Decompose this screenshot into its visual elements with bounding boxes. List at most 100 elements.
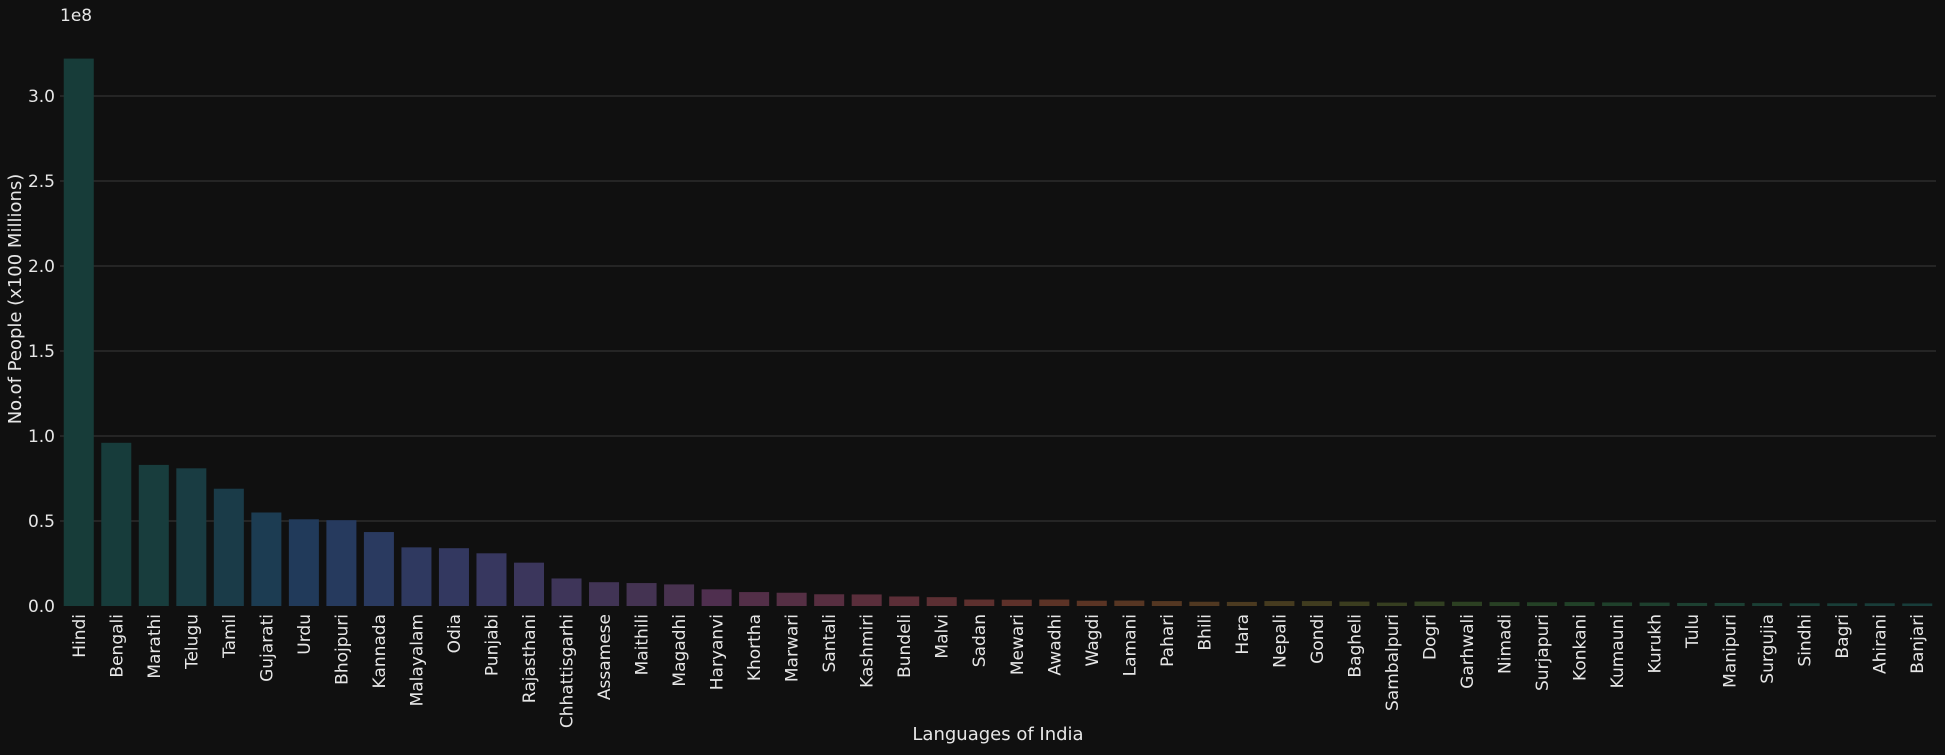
bar-urdu [288,519,319,606]
y-tick-label: 2.0 [28,257,55,277]
x-axis-ticks: Hindi Bengali Marathi Telugu Tamil Gujarati Ur… [70,614,1928,728]
bar-marathi [138,464,169,606]
x-tick-label: Khortha [745,614,765,681]
x-tick-label: Surgujia [1758,614,1778,684]
y-tick-label: 3.0 [28,87,55,107]
bar-bundeli [889,596,920,606]
x-tick-label: Urdu [295,614,315,655]
bar-garhwali [1451,601,1483,606]
bar-chhattisgarhi [551,578,582,606]
bars [63,58,1933,607]
y-tick-label: 0.0 [28,597,55,617]
bar-kurukh [1639,602,1670,606]
x-tick-label: Kurukh [1646,614,1666,673]
y-axis-ticks: 0.0 0.5 1.0 1.5 2.0 2.5 3.0 [28,87,55,617]
x-tick-label: Mewari [1008,614,1028,675]
x-tick-label: Dogri [1420,614,1440,660]
x-tick-label: Banjari [1908,614,1928,674]
x-tick-label: Assamese [595,614,615,700]
x-tick-label: Gondi [1308,614,1328,664]
x-tick-label: Kannada [370,614,390,688]
bar-kashmiri [851,594,882,606]
x-tick-label: Sambalpuri [1383,614,1403,711]
bar-sambalpuri [1376,602,1407,606]
bar-kannada [363,532,394,606]
grid-lines [60,95,1936,522]
x-tick-label: Malayalam [407,614,427,706]
bar-sindhi [1789,603,1820,606]
bar-ahirani [1864,603,1895,606]
x-tick-label: Magadhi [670,614,690,687]
x-tick-label: Hara [1233,614,1253,655]
y-tick-label: 1.5 [28,342,55,362]
bar-haryanvi [701,589,732,606]
bar-sadan [964,599,995,606]
x-tick-label: Bagheli [1345,614,1365,678]
y-tick-label: 1.0 [28,427,55,447]
x-tick-label: Bhojpuri [332,614,352,685]
x-tick-label: Santali [820,614,840,673]
x-tick-label: Tulu [1683,614,1703,649]
bar-marwari [776,592,807,606]
x-tick-label: Marwari [783,614,803,682]
bar-rajasthani [513,562,545,606]
bar-nimadi [1489,602,1520,606]
bar-lamani [1114,600,1145,606]
bar-tamil [213,488,244,606]
bar-bhili [1189,601,1220,606]
x-tick-label: Awadhi [1045,614,1065,676]
y-axis-title: No.of People (x100 Millions) [5,174,26,425]
bar-magadhi [664,584,695,606]
bar-bagheli [1339,601,1370,606]
x-tick-label: Kashmiri [858,614,878,688]
y-tick-label: 2.5 [28,172,55,192]
bar-odia [438,548,469,606]
x-tick-label: Nimadi [1496,614,1516,674]
x-tick-label: Manipuri [1721,614,1741,688]
bar-gujarati [251,512,282,606]
y-tick-label: 0.5 [28,512,55,532]
x-tick-label: Pahari [1158,614,1178,667]
bar-kumauni [1602,602,1633,606]
x-tick-label: Maithili [633,614,653,675]
bar-manipuri [1714,602,1745,606]
x-tick-label: Bhili [1195,614,1215,651]
bar-pahari [1151,601,1182,606]
x-tick-label: Tamil [220,614,240,659]
x-tick-label: Bundeli [895,614,915,678]
x-tick-label: Telugu [182,614,202,670]
x-tick-label: Odia [445,614,465,653]
bar-hindi [63,58,94,607]
bar-telugu [176,468,207,606]
bar-santali [814,594,845,606]
bar-dogri [1414,601,1445,606]
bar-banjari [1902,603,1933,606]
bar-bagri [1827,603,1858,606]
bar-assamese [589,582,620,606]
bar-maithili [626,583,657,606]
x-tick-label: Surjapuri [1533,614,1553,691]
x-tick-label: Bagri [1833,614,1853,659]
bar-punjabi [476,553,507,606]
x-tick-label: Punjabi [482,614,502,676]
bar-nepali [1264,601,1295,606]
bar-malvi [926,597,957,606]
x-tick-label: Ahirani [1871,614,1891,674]
bar-awadhi [1039,599,1070,606]
bar-malayalam [401,547,432,606]
bar-bengali [101,442,132,606]
x-tick-label: Kumauni [1608,614,1628,688]
x-tick-label: Marathi [145,614,165,679]
bar-wagdi [1076,600,1107,606]
x-tick-label: Haryanvi [708,614,728,690]
bar-surgujia [1752,603,1783,606]
bar-mewari [1001,599,1032,606]
x-axis-title: Languages of India [912,724,1083,745]
bar-surjapuri [1527,602,1558,606]
x-tick-label: Lamani [1120,614,1140,676]
x-tick-label: Chhattisgarhi [558,614,578,728]
x-tick-label: Bengali [107,614,127,678]
